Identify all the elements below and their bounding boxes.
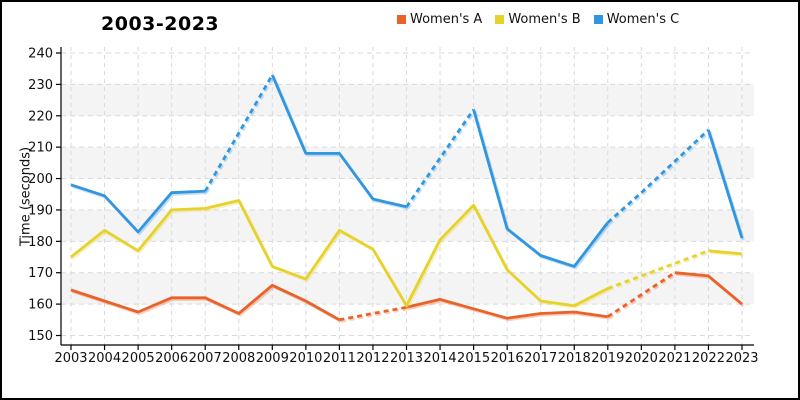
legend-item-womens-a: Women's A xyxy=(397,12,482,27)
series-solid-women-s-c xyxy=(70,183,206,234)
legend-swatch-womens-c xyxy=(593,15,603,24)
x-tick-label-2012: 2012 xyxy=(356,351,389,366)
series-dashed-women-s-a xyxy=(339,305,407,322)
series-solid-women-s-a xyxy=(70,283,341,322)
y-tick-label-240: 240 xyxy=(28,47,53,62)
series-halo-women-s-c xyxy=(608,130,711,226)
band-200-210 xyxy=(61,147,754,179)
y-tick-label-210: 210 xyxy=(28,141,53,156)
series-solid-women-s-a xyxy=(674,271,743,306)
x-tick-label-2017: 2017 xyxy=(524,351,557,366)
series-solid-women-s-a xyxy=(406,298,608,320)
x-tick-label-2006: 2006 xyxy=(155,351,188,366)
x-tick-label-2016: 2016 xyxy=(491,351,524,366)
band-220-230 xyxy=(61,84,754,116)
y-tick-label-220: 220 xyxy=(28,109,53,124)
y-tick-label-230: 230 xyxy=(28,78,53,93)
x-tick-label-2007: 2007 xyxy=(189,351,222,366)
x-tick-label-2018: 2018 xyxy=(558,351,591,366)
axes xyxy=(56,47,754,350)
x-tick-label-2003: 2003 xyxy=(54,351,87,366)
legend-label-womens-a: Women's A xyxy=(410,12,483,27)
series-women-s-a xyxy=(70,271,745,323)
x-tick-label-2020: 2020 xyxy=(625,351,658,366)
y-tick-label-180: 180 xyxy=(28,235,53,250)
legend-item-womens-c: Women's C xyxy=(593,12,680,27)
x-tick-label-2021: 2021 xyxy=(658,351,691,366)
series-solid-women-s-b xyxy=(70,199,609,308)
x-tick-label-2023: 2023 xyxy=(725,351,758,366)
series-solid-women-s-c xyxy=(707,129,744,239)
series-halo-women-s-a xyxy=(608,273,678,320)
series-halo-women-s-a xyxy=(340,307,409,323)
x-tick-label-2008: 2008 xyxy=(222,351,255,366)
legend-label-womens-c: Women's C xyxy=(606,12,680,27)
y-tick-label-190: 190 xyxy=(28,203,53,218)
y-tick-label-170: 170 xyxy=(28,266,53,281)
x-tick-label-2014: 2014 xyxy=(424,351,457,366)
series-women-s-c xyxy=(70,74,745,270)
x-tick-label-2005: 2005 xyxy=(122,351,155,366)
x-tick-label-2019: 2019 xyxy=(591,351,624,366)
legend-item-womens-b: Women's B xyxy=(495,12,581,27)
series-halo-women-s-c xyxy=(205,75,275,194)
series-dashed-women-s-c xyxy=(405,108,475,208)
series-solid-women-s-b xyxy=(708,249,743,256)
x-tick-label-2009: 2009 xyxy=(256,351,289,366)
series-halo-women-s-c xyxy=(406,110,477,210)
x-tick-label-2013: 2013 xyxy=(390,351,423,366)
series-halo-women-s-b xyxy=(709,251,744,257)
legend-swatch-womens-b xyxy=(495,15,505,24)
x-tick-label-2004: 2004 xyxy=(88,351,121,366)
series-dashed-women-s-a xyxy=(607,271,676,318)
background-bands xyxy=(61,84,754,305)
x-tick-label-2022: 2022 xyxy=(692,351,725,366)
series-dashed-women-s-c xyxy=(203,74,274,192)
legend: Women's A Women's B Women's C xyxy=(397,12,679,27)
gridlines xyxy=(61,47,754,345)
y-tick-label-160: 160 xyxy=(28,298,53,313)
legend-swatch-womens-a xyxy=(397,15,406,24)
y-tick-label-200: 200 xyxy=(28,172,53,187)
legend-label-womens-b: Women's B xyxy=(508,12,581,27)
series-solid-women-s-c xyxy=(271,74,407,209)
chart-title: 2003-2023 xyxy=(101,13,220,35)
series-women-s-b xyxy=(70,199,744,309)
series-dashed-women-s-c xyxy=(606,128,710,224)
y-tick-label-150: 150 xyxy=(28,329,53,344)
x-tick-label-2015: 2015 xyxy=(457,351,490,366)
series-solid-women-s-c xyxy=(472,109,609,268)
x-tick-label-2011: 2011 xyxy=(323,351,356,366)
band-180-190 xyxy=(61,209,754,242)
x-tick-label-2010: 2010 xyxy=(289,351,322,366)
